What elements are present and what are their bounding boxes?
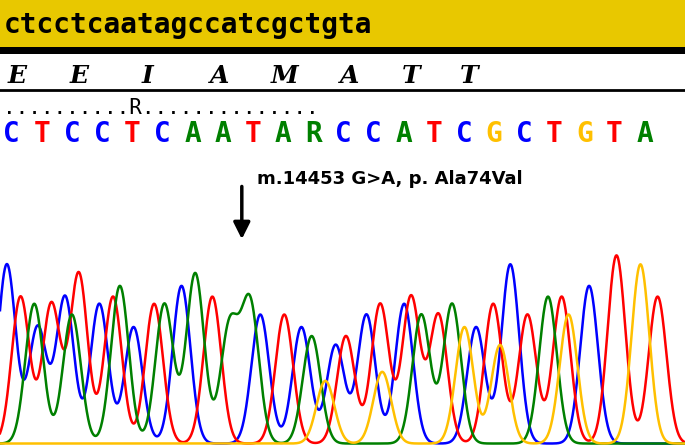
Text: A: A: [636, 121, 653, 148]
Text: T: T: [245, 121, 261, 148]
Text: E: E: [69, 64, 88, 88]
Text: A: A: [340, 64, 359, 88]
Text: C: C: [154, 121, 171, 148]
Text: A: A: [214, 121, 231, 148]
Bar: [0, 0, 685, 47]
Text: C: C: [3, 121, 20, 148]
Text: T: T: [546, 121, 562, 148]
Text: A: A: [275, 121, 291, 148]
Text: ..........R..............: ..........R..............: [3, 99, 319, 118]
Text: M: M: [271, 64, 298, 88]
Text: T: T: [606, 121, 623, 148]
Text: T: T: [401, 64, 421, 88]
Text: T: T: [425, 121, 442, 148]
Bar: [0, 47, 685, 54]
Text: C: C: [335, 121, 351, 148]
Text: C: C: [516, 121, 532, 148]
Text: C: C: [94, 121, 110, 148]
Text: A: A: [395, 121, 412, 148]
Text: m.14453 G>A, p. Ala74Val: m.14453 G>A, p. Ala74Val: [257, 170, 523, 188]
Text: T: T: [124, 121, 140, 148]
Text: G: G: [576, 121, 593, 148]
Text: I: I: [141, 64, 153, 88]
Text: C: C: [64, 121, 80, 148]
Text: E: E: [8, 64, 27, 88]
Text: R: R: [305, 121, 321, 148]
Text: A: A: [184, 121, 201, 148]
Text: ctcctcaatagccatcgctgta: ctcctcaatagccatcgctgta: [3, 11, 372, 39]
Text: C: C: [365, 121, 382, 148]
Text: T: T: [34, 121, 50, 148]
Text: A: A: [210, 64, 229, 88]
Text: G: G: [486, 121, 502, 148]
Text: C: C: [456, 121, 472, 148]
Text: T: T: [460, 64, 479, 88]
